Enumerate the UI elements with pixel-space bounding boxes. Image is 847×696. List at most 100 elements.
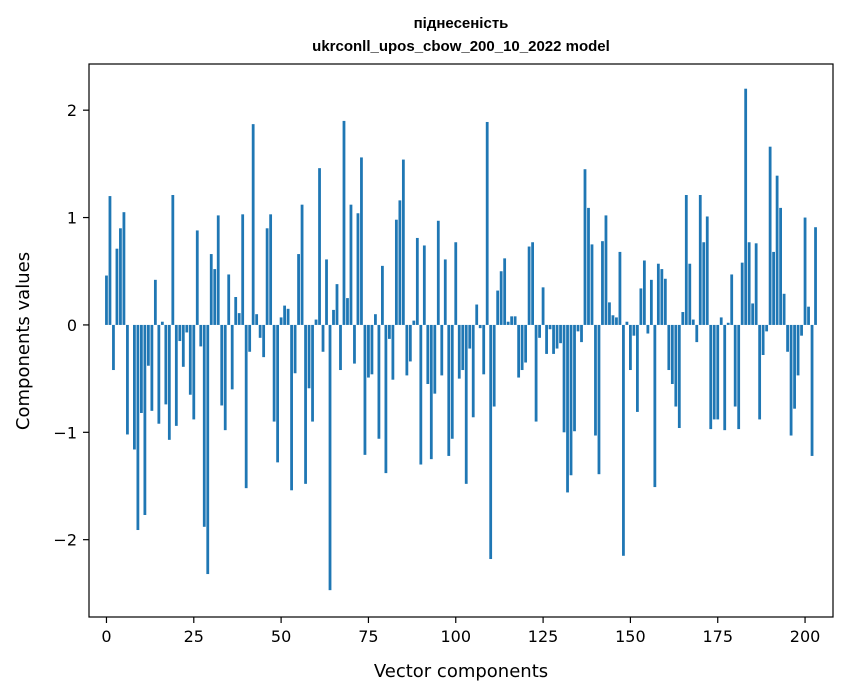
bar-64 [328,324,332,591]
bar-63 [325,259,328,325]
bar-177 [723,324,727,431]
x-tick-label: 0 [101,627,111,646]
y-tick-label: −1 [53,423,77,442]
plot-frame [88,63,834,618]
bar-109 [485,121,489,325]
bar-156 [649,279,653,325]
bar-73 [360,157,363,325]
bar-43 [255,314,259,325]
bar-53 [290,324,293,491]
bar-37 [234,297,238,325]
bar-69 [346,298,349,325]
bar-65 [332,309,335,325]
bar-141 [597,324,601,475]
bar-203 [814,227,817,325]
bar-96 [440,324,444,376]
bar-180 [733,324,737,407]
bar-42 [251,124,255,325]
bar-135 [576,324,580,332]
bar-99 [450,324,454,439]
bar-83 [394,219,398,325]
bar-67 [339,324,342,371]
bar-27 [199,324,203,347]
bar-159 [660,269,664,325]
bar-77 [374,314,377,325]
bar-24 [188,324,192,395]
bar-34 [223,324,227,431]
bar-157 [653,324,657,488]
bar-series [105,88,817,591]
bar-133 [569,324,573,476]
bar-101 [457,324,461,379]
bar-160 [663,278,667,325]
bar-23 [185,324,189,333]
bar-13 [150,324,154,411]
bar-132 [566,324,569,493]
bar-197 [793,324,796,409]
bar-201 [807,306,810,325]
bar-162 [670,324,674,384]
bar-118 [517,324,521,378]
x-tick-label: 200 [790,627,821,646]
y-tick-label: 1 [67,209,77,228]
bar-175 [716,324,720,420]
bar-51 [283,305,286,325]
bar-184 [747,242,751,325]
bar-153 [639,288,643,325]
bar-78 [377,324,381,439]
bar-110 [489,324,493,560]
bar-171 [702,242,706,325]
bar-165 [681,312,685,325]
bar-12 [146,324,150,366]
y-tick-label: 0 [67,316,77,335]
bar-38 [237,313,241,325]
bar-158 [656,263,660,325]
bar-94 [433,324,437,394]
bar-104 [468,324,472,349]
bar-138 [587,207,590,325]
x-axis-label: Vector components [374,661,548,682]
bar-90 [419,324,423,465]
bar-130 [559,324,562,344]
bar-114 [503,258,507,325]
bar-71 [353,324,356,364]
bar-86 [405,324,409,376]
bar-80 [384,324,388,474]
bar-25 [192,324,196,420]
bar-22 [181,324,185,367]
bar-76 [370,324,374,375]
bar-66 [335,284,339,325]
bar-60 [314,319,318,325]
bar-32 [216,215,220,325]
x-tick-label: 100 [440,627,471,646]
y-tick-label: 2 [67,101,77,120]
bar-142 [601,241,604,325]
bar-155 [646,324,650,334]
bar-45 [262,324,266,358]
bar-21 [178,324,182,342]
bar-106 [475,304,479,325]
bar-198 [796,324,800,376]
bar-148 [622,324,625,556]
bar-16 [160,321,164,325]
bar-136 [580,324,583,343]
bar-172 [705,216,709,325]
bar-79 [381,265,384,325]
bar-56 [300,204,304,325]
bar-170 [698,195,702,325]
bar-185 [751,303,755,325]
bar-193 [779,207,782,325]
bar-8 [133,324,136,450]
bar-145 [611,315,615,325]
bar-139 [590,244,594,325]
bar-48 [272,324,276,422]
bar-188 [761,324,765,355]
bar-120 [524,324,528,363]
bar-149 [625,321,629,325]
bar-98 [447,324,451,456]
bar-46 [265,228,269,325]
x-tick-label: 75 [358,627,378,646]
bar-47 [269,214,273,325]
bar-61 [318,168,321,325]
bar-20 [174,324,178,426]
